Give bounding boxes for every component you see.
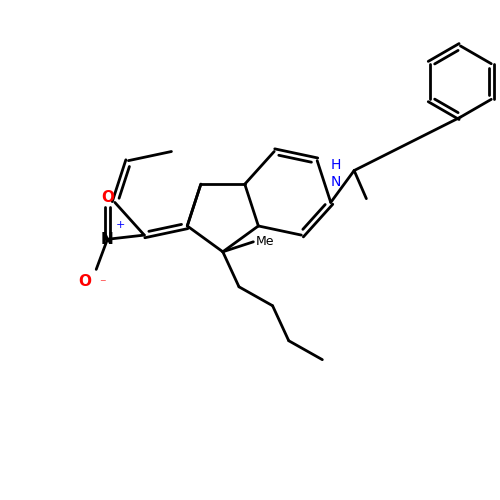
Text: O: O [78, 274, 92, 289]
Text: ⁻: ⁻ [98, 277, 105, 290]
Text: H
N: H N [330, 158, 341, 188]
Text: +: + [116, 220, 124, 230]
Text: Me: Me [256, 236, 274, 248]
Text: N: N [101, 232, 114, 247]
Text: O: O [101, 190, 114, 204]
